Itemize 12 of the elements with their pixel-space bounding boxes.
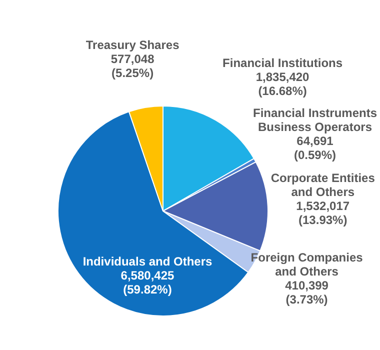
slice-label: Financial Institutions: [222, 56, 343, 70]
data-label: 64,691 (0.59%): [294, 134, 336, 162]
data-label: 6,580,425 (59.82%): [120, 268, 175, 296]
data-label: 1,532,017 (13.93%): [296, 198, 350, 227]
data-label: 410,399 (3.73%): [285, 278, 329, 306]
data-label: 577,048 (5.25%): [110, 52, 155, 80]
slice-label: Treasury Shares: [86, 38, 180, 52]
slice-label: Foreign Companies and Others: [250, 250, 364, 278]
data-label: 1,835,420 (16.68%): [256, 70, 310, 98]
slice-label: Financial Instruments Business Operators: [252, 106, 378, 134]
slice-label: Individuals and Others: [82, 254, 213, 268]
slice-label: Corporate Entities and Others: [270, 170, 376, 199]
